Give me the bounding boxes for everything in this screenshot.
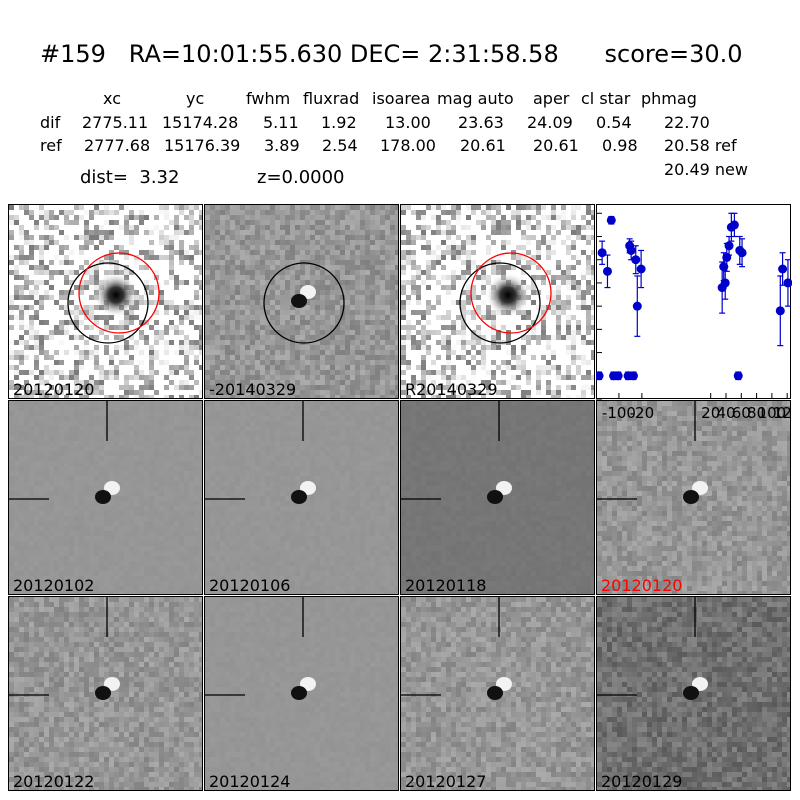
x-tick-label: -100 — [602, 404, 636, 422]
cell-cl-star: 0.98 — [602, 136, 638, 155]
dist-text: dist= 3.32 — [80, 167, 180, 188]
phmag-new: 20.49 new — [664, 160, 748, 179]
stamp-panel: 20120122 — [8, 596, 203, 791]
light-curve-svg: 22.022.523.023.524.024.525.025.526.0-100… — [559, 204, 800, 422]
stamp-image — [9, 205, 202, 398]
cell-yc: 15174.28 — [162, 113, 239, 132]
stamp-date-label: 20120122 — [13, 772, 95, 791]
stamp-image — [205, 597, 398, 790]
cell-cl-star: 0.54 — [596, 113, 632, 132]
col-fluxrad: fluxrad — [303, 89, 360, 108]
data-point — [631, 255, 641, 265]
stamp-image — [205, 205, 398, 398]
stamp-image — [401, 597, 594, 790]
stamp-image — [597, 597, 790, 790]
header-title: #159 RA=10:01:55.630 DEC= 2:31:58.58 sco… — [40, 40, 743, 68]
cell-isoarea: 178.00 — [380, 136, 436, 155]
stamp-date-label: 20120106 — [209, 576, 291, 595]
cell-aper: 24.09 — [527, 113, 573, 132]
stamp-date-label: 20120120 — [13, 380, 95, 399]
data-point — [613, 371, 623, 381]
x-tick-label: -20 — [630, 404, 655, 422]
col-cl-star: cl star — [581, 89, 631, 108]
data-point — [724, 241, 734, 251]
stamp-date-label: 20120127 — [405, 772, 487, 791]
cell-fwhm: 3.89 — [264, 136, 300, 155]
cell-aper: 20.61 — [533, 136, 579, 155]
col-xc: xc — [103, 89, 121, 108]
data-point — [602, 266, 612, 276]
cell-fluxrad: 1.92 — [321, 113, 357, 132]
data-point — [628, 371, 638, 381]
data-point — [597, 248, 607, 258]
data-point — [632, 301, 642, 311]
stamp-image — [401, 205, 594, 398]
data-point — [729, 220, 739, 230]
data-point — [636, 264, 646, 274]
redshift-text: z=0.0000 — [257, 167, 345, 188]
col-isoarea: isoarea — [372, 89, 431, 108]
stamp-image — [205, 401, 398, 594]
cell-yc: 15176.39 — [164, 136, 241, 155]
cell-xc: 2775.11 — [82, 113, 149, 132]
cell-fwhm: 5.11 — [263, 113, 299, 132]
stamp-date-label: 20120118 — [405, 576, 487, 595]
stamp-panel: 20120120 — [596, 400, 791, 595]
stamp-panel: 20120106 — [204, 400, 399, 595]
stamp-image — [401, 401, 594, 594]
stamp-date-label: -20140329 — [209, 380, 297, 399]
cell-fluxrad: 2.54 — [322, 136, 358, 155]
stamp-image — [597, 401, 790, 594]
stamp-panel: 20120102 — [8, 400, 203, 595]
x-tick-label: 60 — [732, 404, 751, 422]
data-point — [783, 278, 793, 288]
stamp-image — [9, 597, 202, 790]
x-tick-label: 40 — [716, 404, 735, 422]
stamp-panel: R20140329 — [400, 204, 595, 399]
col-fwhm: fwhm — [246, 89, 291, 108]
data-point — [626, 245, 636, 255]
data-point — [775, 306, 785, 316]
row-label: ref — [40, 136, 62, 155]
x-tick-label: 120 — [773, 404, 792, 422]
plot-frame — [596, 204, 791, 399]
stamp-panel: 20120127 — [400, 596, 595, 791]
stamp-date-label: 20120124 — [209, 772, 291, 791]
stamp-panel: 20120124 — [204, 596, 399, 791]
data-point — [722, 252, 732, 262]
cell-phmag: 22.70 — [664, 113, 710, 132]
x-tick-label: 80 — [747, 404, 766, 422]
cell-phmag: 20.58 ref — [664, 136, 737, 155]
light-curve-chart: 22.022.523.023.524.024.525.025.526.0-100… — [559, 204, 800, 428]
stamp-panel: 20120120 — [8, 204, 203, 399]
cell-isoarea: 13.00 — [385, 113, 431, 132]
stamp-date-label: 20120129 — [601, 772, 683, 791]
stamp-date-label: 20120102 — [13, 576, 95, 595]
cell-mag-auto: 20.61 — [460, 136, 506, 155]
x-tick-label: 100 — [758, 404, 787, 422]
stamp-image — [9, 401, 202, 594]
data-point — [594, 371, 604, 381]
data-point — [733, 371, 743, 381]
cell-xc: 2777.68 — [84, 136, 151, 155]
stamp-panel: -20140329 — [204, 204, 399, 399]
cell-mag-auto: 23.63 — [458, 113, 504, 132]
col-mag-auto: mag auto — [437, 89, 514, 108]
stamp-date-label: 20120120 — [601, 576, 683, 595]
stamp-panel: 20120129 — [596, 596, 791, 791]
stamp-panel: 20120118 — [400, 400, 595, 595]
data-point — [737, 248, 747, 258]
row-label: dif — [40, 113, 61, 132]
col-yc: yc — [186, 89, 205, 108]
stamp-date-label: R20140329 — [405, 380, 498, 399]
x-tick-label: 20 — [701, 404, 720, 422]
data-point — [720, 278, 730, 288]
data-point — [778, 264, 788, 274]
col-phmag: phmag — [641, 89, 697, 108]
data-point — [606, 215, 616, 225]
stamp-grid: 20120120 -20140329 R20140329 20120102 201201… — [8, 204, 792, 792]
col-aper: aper — [533, 89, 570, 108]
